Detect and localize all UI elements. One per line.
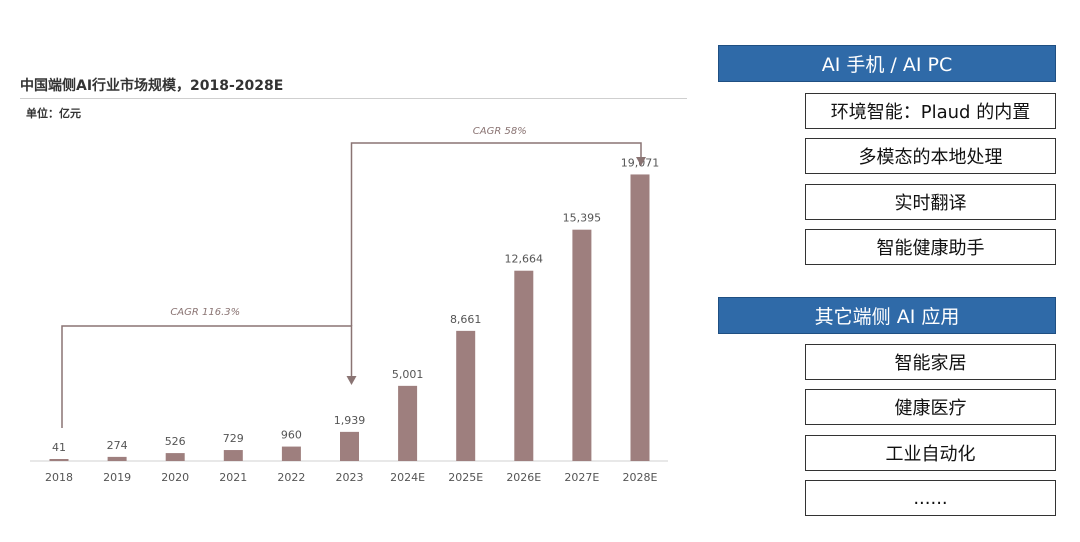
bar-2019 <box>107 456 127 461</box>
data-label-2018: 41 <box>52 441 66 454</box>
cagr-arrowhead-2028 <box>636 157 646 166</box>
data-label-2025E: 8,661 <box>450 313 482 326</box>
bar-2026E <box>514 270 534 461</box>
app-item-ambient-intelligence: 环境智能：Plaud 的内置 <box>805 93 1056 129</box>
chart-unit-label: 单位：亿元 <box>26 107 81 120</box>
app-item-healthcare: 健康医疗 <box>805 389 1056 425</box>
x-tick-2024E: 2024E <box>390 471 425 484</box>
section-header-ai-phone-pc: AI 手机 / AI PC <box>718 45 1056 82</box>
bar-2025E <box>456 330 476 461</box>
x-tick-2021: 2021 <box>219 471 247 484</box>
data-label-2019: 274 <box>107 439 128 452</box>
section-header-other-edge-ai: 其它端侧 AI 应用 <box>718 297 1056 334</box>
x-tick-2026E: 2026E <box>506 471 541 484</box>
app-item-multimodal-local: 多模态的本地处理 <box>805 138 1056 174</box>
chart-title: 中国端侧AI行业市场规模，2018-2028E <box>20 78 284 94</box>
data-label-2024E: 5,001 <box>392 368 424 381</box>
cagr-arrowhead-2023 <box>346 376 357 385</box>
cagr-label-116: CAGR 116.3% <box>170 307 240 318</box>
data-label-2027E: 15,395 <box>563 212 602 225</box>
app-item-more: ...... <box>805 480 1056 516</box>
x-tick-2022: 2022 <box>277 471 305 484</box>
x-tick-2019: 2019 <box>103 471 131 484</box>
bar-2020 <box>165 453 185 461</box>
x-tick-2027E: 2027E <box>564 471 599 484</box>
app-item-realtime-translation: 实时翻译 <box>805 184 1056 220</box>
data-label-2022: 960 <box>281 429 302 442</box>
market-size-bar-chart: 41 2018 274 2019 526 2020 729 2021 960 2022 1,939 2… <box>30 126 668 484</box>
x-tick-2025E: 2025E <box>448 471 483 484</box>
data-label-2026E: 12,664 <box>505 253 544 266</box>
app-item-smart-home: 智能家居 <box>805 344 1056 380</box>
data-label-2023: 1,939 <box>334 414 366 427</box>
app-item-health-assistant: 智能健康助手 <box>805 229 1056 265</box>
cagr-label-58: CAGR 58% <box>473 126 527 137</box>
bar-2022 <box>281 446 301 461</box>
data-label-2020: 526 <box>165 435 186 448</box>
x-tick-2020: 2020 <box>161 471 189 484</box>
app-item-industrial-automation: 工业自动化 <box>805 435 1056 471</box>
bar-2028E <box>630 174 650 461</box>
data-label-2021: 729 <box>223 432 244 445</box>
x-tick-2023: 2023 <box>336 471 364 484</box>
cagr-bracket-2018-2023 <box>61 325 353 428</box>
bar-2023 <box>340 431 359 461</box>
cagr-bracket-2023-2028 <box>350 142 642 326</box>
bar-2024E <box>398 385 418 461</box>
bar-2027E <box>572 229 592 461</box>
x-tick-2018: 2018 <box>45 471 73 484</box>
bar-2021 <box>223 450 243 461</box>
x-tick-2028E: 2028E <box>623 471 658 484</box>
bar-2018 <box>49 459 69 461</box>
title-divider <box>20 98 687 99</box>
